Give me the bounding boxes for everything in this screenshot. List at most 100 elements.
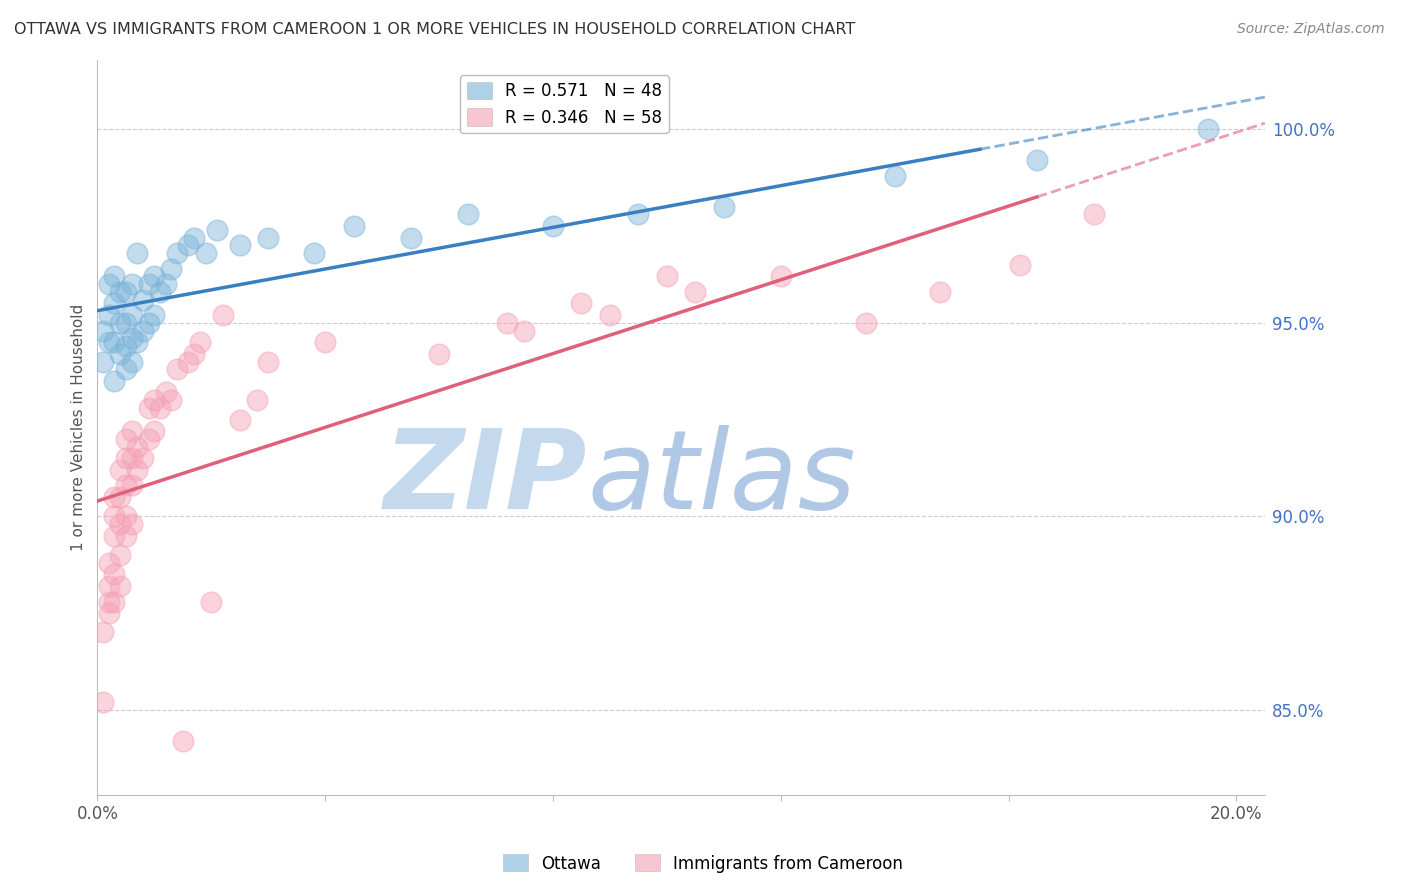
Point <box>127 246 149 260</box>
Point <box>114 339 136 353</box>
Point <box>177 354 200 368</box>
Point <box>1083 207 1105 221</box>
Point <box>114 432 136 446</box>
Point <box>127 463 149 477</box>
Point <box>108 579 131 593</box>
Point <box>108 285 131 299</box>
Point <box>132 451 155 466</box>
Point <box>229 412 252 426</box>
Point <box>1026 153 1049 168</box>
Point <box>457 207 479 221</box>
Point <box>183 347 205 361</box>
Point <box>97 579 120 593</box>
Point <box>97 594 120 608</box>
Point <box>194 246 217 260</box>
Point <box>114 285 136 299</box>
Text: atlas: atlas <box>588 425 856 533</box>
Point <box>166 362 188 376</box>
Text: OTTAWA VS IMMIGRANTS FROM CAMEROON 1 OR MORE VEHICLES IN HOUSEHOLD CORRELATION C: OTTAWA VS IMMIGRANTS FROM CAMEROON 1 OR … <box>14 22 855 37</box>
Y-axis label: 1 or more Vehicles in Household: 1 or more Vehicles in Household <box>72 303 86 551</box>
Point <box>143 308 166 322</box>
Point <box>121 424 143 438</box>
Point <box>138 277 160 292</box>
Point <box>160 261 183 276</box>
Point <box>103 567 125 582</box>
Point <box>121 331 143 345</box>
Point <box>200 594 222 608</box>
Point <box>399 230 422 244</box>
Point <box>166 246 188 260</box>
Point <box>143 393 166 408</box>
Point <box>91 625 114 640</box>
Point <box>627 207 650 221</box>
Point <box>103 335 125 350</box>
Legend: Ottawa, Immigrants from Cameroon: Ottawa, Immigrants from Cameroon <box>496 847 910 880</box>
Point <box>599 308 621 322</box>
Point <box>883 169 905 183</box>
Point <box>114 362 136 376</box>
Point <box>114 451 136 466</box>
Point <box>91 695 114 709</box>
Point <box>103 490 125 504</box>
Point <box>143 269 166 284</box>
Point <box>302 246 325 260</box>
Point <box>103 269 125 284</box>
Point <box>713 200 735 214</box>
Point <box>541 219 564 233</box>
Point <box>103 529 125 543</box>
Point <box>211 308 233 322</box>
Point <box>127 440 149 454</box>
Point <box>121 517 143 532</box>
Point <box>257 354 280 368</box>
Point <box>97 308 120 322</box>
Point <box>121 478 143 492</box>
Point <box>1197 122 1219 136</box>
Point <box>103 296 125 310</box>
Legend: R = 0.571   N = 48, R = 0.346   N = 58: R = 0.571 N = 48, R = 0.346 N = 58 <box>460 75 669 133</box>
Point <box>1008 258 1031 272</box>
Point <box>496 316 519 330</box>
Point <box>155 277 177 292</box>
Point <box>127 335 149 350</box>
Point <box>188 335 211 350</box>
Point <box>132 324 155 338</box>
Point <box>138 432 160 446</box>
Point <box>108 517 131 532</box>
Point <box>427 347 450 361</box>
Point <box>343 219 366 233</box>
Point <box>229 238 252 252</box>
Point <box>91 354 114 368</box>
Point <box>108 316 131 330</box>
Point <box>121 451 143 466</box>
Point <box>108 347 131 361</box>
Point <box>138 316 160 330</box>
Point <box>149 285 172 299</box>
Point <box>685 285 707 299</box>
Text: ZIP: ZIP <box>384 425 588 533</box>
Point <box>121 308 143 322</box>
Point <box>114 316 136 330</box>
Point <box>855 316 877 330</box>
Point <box>314 335 336 350</box>
Point <box>91 324 114 338</box>
Point <box>149 401 172 415</box>
Point <box>246 393 269 408</box>
Point <box>132 293 155 307</box>
Point <box>155 385 177 400</box>
Point <box>929 285 952 299</box>
Point <box>103 509 125 524</box>
Point <box>205 223 228 237</box>
Point <box>655 269 678 284</box>
Point <box>183 230 205 244</box>
Point <box>177 238 200 252</box>
Point <box>97 277 120 292</box>
Point <box>103 374 125 388</box>
Point <box>143 424 166 438</box>
Point <box>114 529 136 543</box>
Text: Source: ZipAtlas.com: Source: ZipAtlas.com <box>1237 22 1385 37</box>
Point <box>108 463 131 477</box>
Point <box>769 269 792 284</box>
Point <box>97 556 120 570</box>
Point <box>114 478 136 492</box>
Point <box>114 509 136 524</box>
